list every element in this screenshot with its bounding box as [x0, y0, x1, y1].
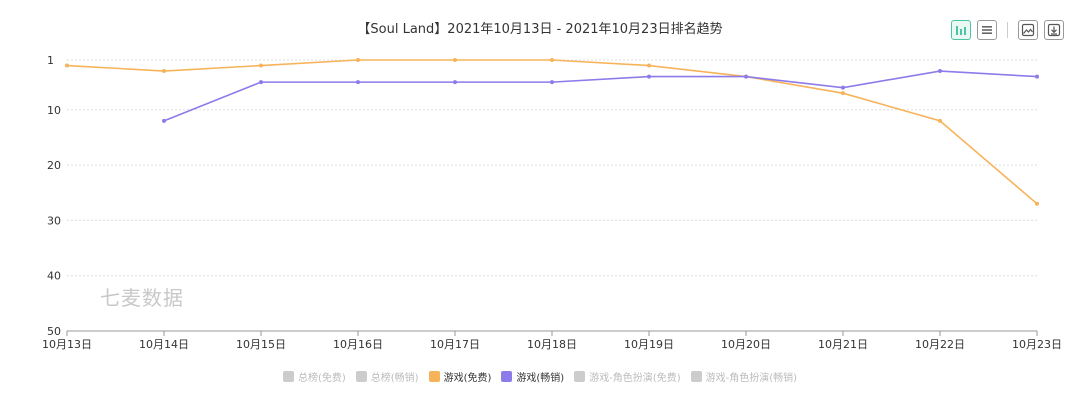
list-icon[interactable]: [977, 20, 997, 40]
x-tick-label: 10月21日: [818, 338, 868, 351]
legend-item[interactable]: 总榜(免费): [282, 369, 346, 384]
x-tick-label: 10月15日: [236, 338, 286, 351]
data-point: [647, 74, 651, 79]
legend-item[interactable]: 总榜(畅销): [355, 369, 419, 384]
x-tick-label: 10月20日: [721, 338, 771, 351]
data-point: [453, 80, 457, 85]
x-tick-label: 10月22日: [915, 338, 965, 351]
data-point: [453, 58, 457, 62]
download-icon[interactable]: [1044, 20, 1064, 40]
data-point: [1035, 74, 1039, 79]
data-point: [259, 80, 263, 85]
legend-swatch: [574, 371, 586, 382]
chart-toolbar: [951, 20, 1064, 40]
toolbar-divider: [1007, 22, 1008, 38]
chart-title: 【Soul Land】2021年10月13日 - 2021年10月23日排名趋势: [357, 22, 723, 37]
legend-label: 游戏(免费): [443, 373, 492, 384]
legend-label: 游戏(畅销): [516, 373, 565, 384]
data-point: [356, 80, 360, 85]
x-tick-label: 10月18日: [527, 338, 577, 351]
legend-swatch: [690, 371, 702, 382]
x-tick-label: 10月13日: [42, 338, 92, 351]
legend-swatch: [501, 371, 513, 382]
watermark: 七麦数据: [100, 286, 184, 310]
x-tick-label: 10月14日: [139, 338, 189, 351]
legend-label: 总榜(畅销): [370, 373, 419, 384]
data-point: [259, 63, 263, 68]
bar-chart-icon[interactable]: [951, 20, 971, 40]
x-tick-label: 10月19日: [624, 338, 674, 351]
x-tick-label: 10月17日: [430, 338, 480, 351]
data-point: [162, 69, 166, 74]
data-point: [647, 63, 651, 68]
data-point: [1035, 201, 1039, 206]
legend-label: 总榜(免费): [297, 373, 346, 384]
data-point: [841, 85, 845, 90]
y-tick-label: 20: [47, 159, 61, 172]
legend-item[interactable]: 游戏(免费): [428, 369, 492, 384]
legend-swatch: [355, 371, 367, 382]
data-point: [938, 69, 942, 74]
legend-label: 游戏-角色扮演(免费): [589, 373, 681, 384]
y-tick-label: 1: [47, 54, 54, 67]
data-point: [356, 58, 360, 62]
y-tick-label: 50: [47, 325, 61, 338]
chart-legend: 总榜(免费) 总榜(畅销) 游戏(免费) 游戏(畅销) 游戏-角色扮演(免费) 游戏-角色…: [0, 369, 1080, 384]
legend-item[interactable]: 游戏-角色扮演(畅销): [690, 369, 798, 384]
data-point: [550, 58, 554, 62]
legend-label: 游戏-角色扮演(畅销): [705, 373, 798, 384]
legend-item[interactable]: 游戏-角色扮演(免费): [574, 369, 681, 384]
data-point: [162, 118, 166, 123]
y-tick-label: 30: [47, 214, 61, 227]
data-point: [938, 118, 942, 123]
image-icon[interactable]: [1018, 20, 1038, 40]
y-tick-label: 40: [47, 270, 61, 283]
data-point: [550, 80, 554, 85]
series-line-game-grossing: [163, 70, 1038, 122]
y-tick-label: 10: [47, 104, 61, 117]
x-tick-label: 10月23日: [1012, 338, 1062, 351]
legend-swatch: [282, 371, 294, 382]
data-point: [841, 91, 845, 96]
data-point: [744, 74, 748, 79]
data-point: [65, 63, 69, 68]
legend-swatch: [428, 371, 440, 382]
legend-item[interactable]: 游戏(畅销): [501, 369, 564, 384]
x-tick-label: 10月16日: [333, 338, 383, 351]
